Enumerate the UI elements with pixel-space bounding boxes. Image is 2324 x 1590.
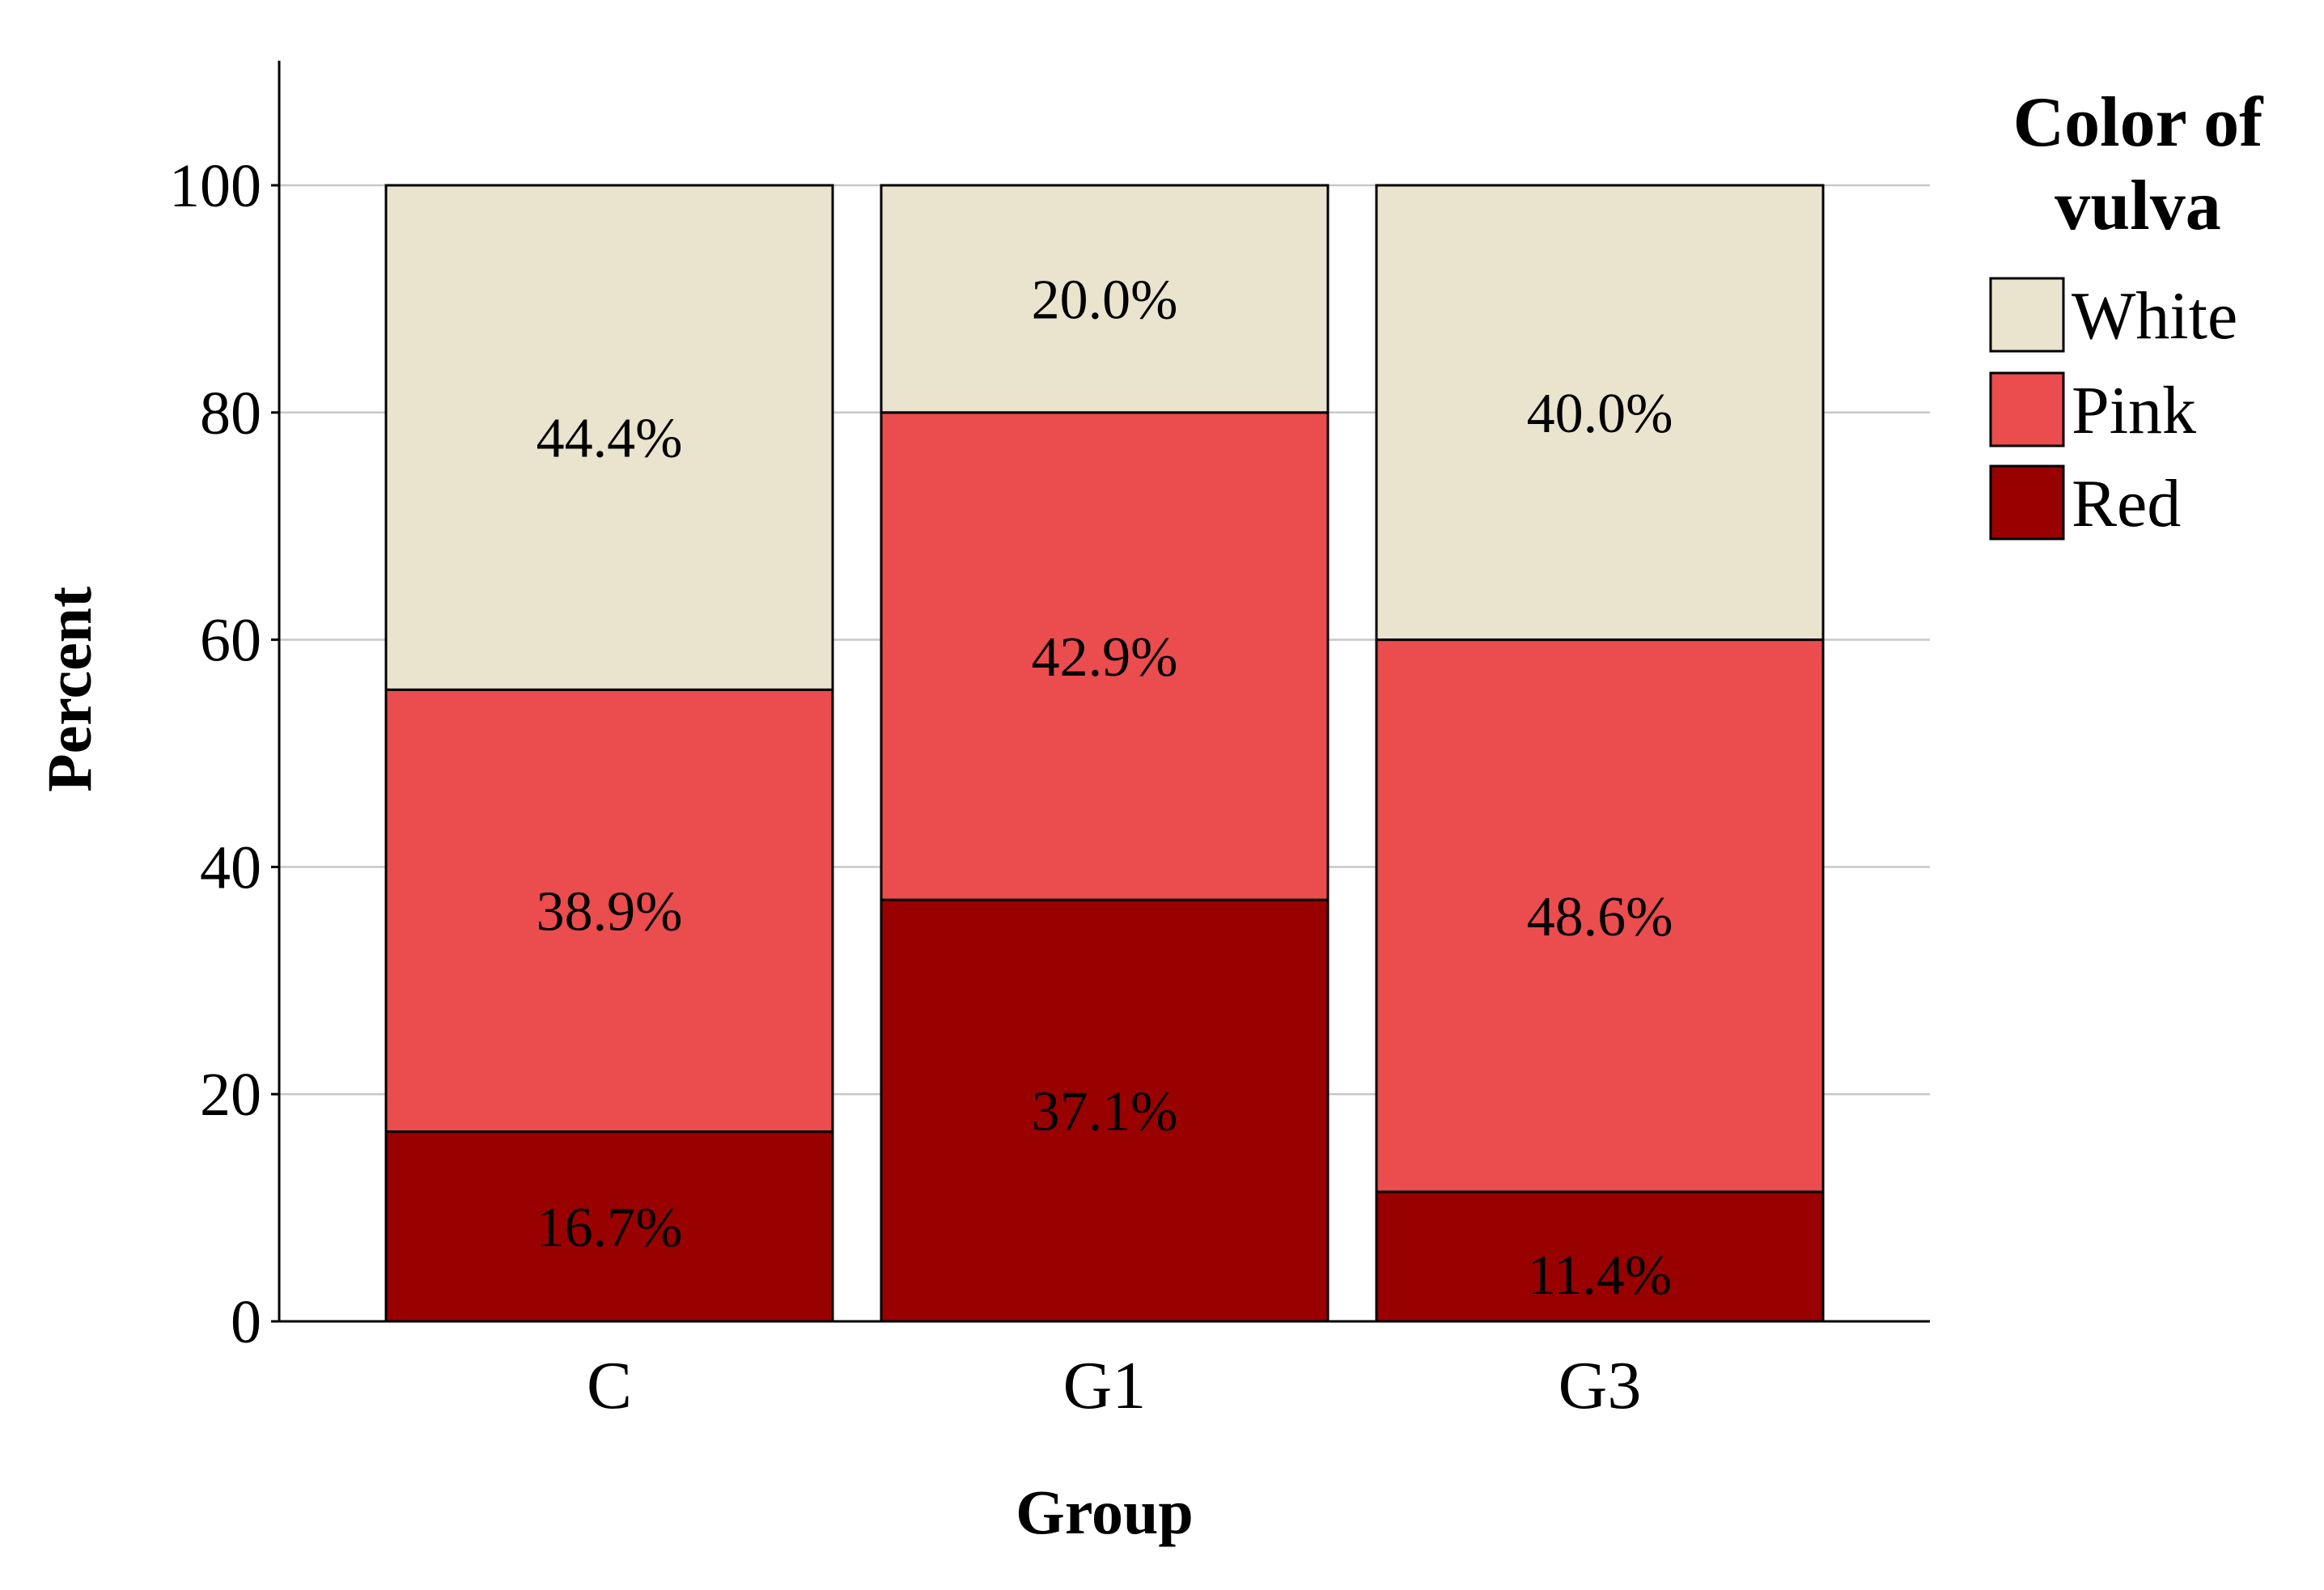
y-tick-label: 20 — [200, 1061, 261, 1129]
y-tick-label: 80 — [200, 379, 261, 447]
x-category-label: G1 — [1063, 1348, 1147, 1423]
y-tick-label: 0 — [231, 1288, 261, 1356]
data-label: 48.6% — [1527, 886, 1673, 948]
data-label: 42.9% — [1032, 626, 1178, 689]
legend: Color of vulva White Pink Red — [1989, 83, 2264, 541]
axes — [278, 61, 1930, 1323]
data-label: 11.4% — [1528, 1244, 1672, 1307]
data-label: 40.0% — [1527, 383, 1673, 445]
x-category-label: C — [587, 1348, 632, 1423]
y-tick-label: 40 — [200, 833, 261, 901]
legend-label-pink: Pink — [2072, 373, 2196, 448]
legend-items: White Pink Red — [1989, 277, 2237, 541]
bar-segment-pink-c — [384, 688, 834, 1134]
data-label: 38.9% — [536, 880, 683, 943]
bar-segment-white-g3 — [1375, 184, 1825, 642]
bar-segment-red-c — [384, 1130, 834, 1323]
bars — [384, 184, 1825, 1323]
legend-label-white: White — [2072, 278, 2237, 354]
bar-segment-red-g3 — [1375, 1190, 1825, 1323]
bar-segment-white-g1 — [880, 184, 1330, 414]
y-tick-label: 60 — [200, 607, 261, 675]
bar-segment-pink-g1 — [880, 411, 1330, 901]
x-category-label: G3 — [1559, 1348, 1642, 1423]
x-category-labels: C G1 G3 — [587, 1348, 1641, 1423]
legend-title-line-2: vulva — [2055, 167, 2220, 245]
legend-label-red: Red — [2072, 466, 2181, 541]
x-axis-title: Group — [1016, 1477, 1194, 1547]
data-label: 37.1% — [1032, 1081, 1178, 1143]
data-label: 44.4% — [536, 408, 683, 470]
y-tick-labels: 0 20 40 60 80 100 — [169, 152, 279, 1356]
legend-swatch-white — [1989, 277, 2065, 353]
y-tick-label: 100 — [169, 152, 261, 220]
bar-segment-white-c — [384, 184, 834, 691]
data-label: 16.7% — [536, 1197, 683, 1259]
legend-title-line-1: Color of — [2013, 83, 2264, 162]
data-label: 20.0% — [1032, 269, 1178, 331]
legend-swatch-red — [1989, 464, 2065, 541]
data-labels: 16.7% 38.9% 44.4% 37.1% 42.9% 20.0% 11.4% 48.6%… — [536, 269, 1673, 1307]
legend-swatch-pink — [1989, 371, 2065, 447]
bar-segment-pink-g3 — [1375, 638, 1825, 1194]
y-axis-title: Percent — [34, 587, 104, 792]
